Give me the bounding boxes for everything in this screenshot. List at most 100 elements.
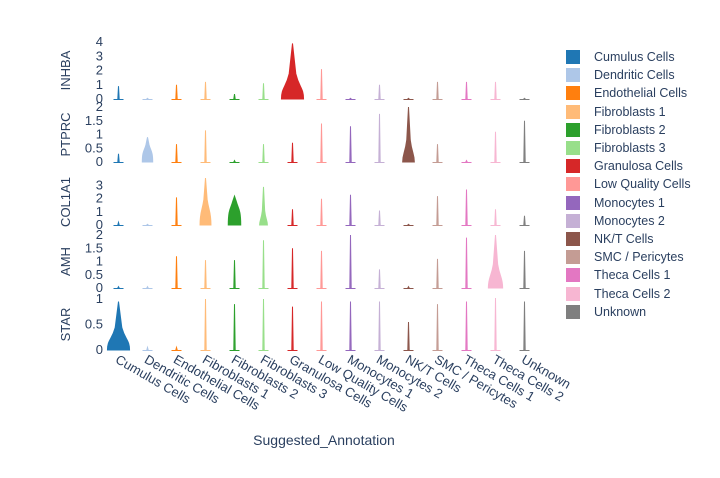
violin-ptprc-9[interactable]: [378, 113, 381, 163]
legend-item[interactable]: Dendritic Cells: [566, 66, 691, 84]
violin-col1a1-5[interactable]: [259, 186, 268, 226]
violin-amh-8[interactable]: [349, 234, 352, 289]
violin-star-11[interactable]: [436, 304, 439, 351]
violin-star-9[interactable]: [378, 301, 381, 351]
legend-item[interactable]: Fibroblasts 3: [566, 139, 691, 157]
violin-amh-4[interactable]: [233, 260, 236, 289]
violin-amh-13[interactable]: [487, 234, 504, 289]
violin-ptprc-3[interactable]: [204, 130, 207, 163]
violin-inhba-12[interactable]: [465, 81, 468, 100]
violin-inhba-0[interactable]: [117, 86, 120, 100]
violin-ptprc-2[interactable]: [175, 144, 178, 163]
violin-inhba-11[interactable]: [436, 81, 439, 100]
violin-inhba-7[interactable]: [320, 69, 323, 100]
y-tick-label: 3: [96, 48, 103, 63]
violin-ptprc-4[interactable]: [232, 159, 237, 163]
violin-ptprc-8[interactable]: [349, 126, 352, 163]
violin-ptprc-11[interactable]: [436, 144, 439, 163]
violin-star-14[interactable]: [523, 301, 526, 351]
legend-item[interactable]: Low Quality Cells: [566, 175, 691, 193]
violin-inhba-3[interactable]: [204, 81, 207, 100]
violin-amh-2[interactable]: [175, 256, 178, 289]
violin-star-7[interactable]: [320, 301, 323, 351]
violin-inhba-5[interactable]: [262, 83, 265, 100]
y-tick-label: 2: [96, 99, 103, 114]
legend-label: Endothelial Cells: [594, 86, 688, 101]
y-tick-label: 0: [96, 91, 103, 106]
violin-amh-12[interactable]: [465, 237, 468, 289]
violin-col1a1-1[interactable]: [145, 223, 150, 226]
violin-inhba-1[interactable]: [145, 97, 150, 100]
violin-col1a1-12[interactable]: [465, 189, 468, 226]
violin-star-0[interactable]: [106, 301, 131, 351]
violin-star-8[interactable]: [349, 301, 352, 351]
y-tick-label: 0.5: [85, 140, 103, 155]
violin-ptprc-6[interactable]: [291, 142, 294, 163]
legend-item[interactable]: Monocytes 1: [566, 194, 691, 212]
legend-item[interactable]: Fibroblasts 1: [566, 103, 691, 121]
violin-ptprc-7[interactable]: [320, 123, 323, 163]
violin-ptprc-1[interactable]: [141, 137, 154, 163]
violin-star-5[interactable]: [262, 298, 265, 351]
violin-star-2[interactable]: [175, 345, 178, 351]
violin-amh-0[interactable]: [116, 285, 121, 289]
violin-col1a1-8[interactable]: [349, 194, 352, 226]
legend-swatch: [566, 141, 580, 156]
violin-amh-3[interactable]: [204, 260, 207, 289]
legend-item[interactable]: Theca Cells 2: [566, 284, 691, 302]
violin-col1a1-4[interactable]: [227, 194, 242, 226]
violin-star-4[interactable]: [233, 304, 236, 351]
gene-label: STAR: [58, 308, 73, 342]
violin-ptprc-10[interactable]: [402, 106, 415, 163]
violin-ptprc-5[interactable]: [262, 144, 265, 163]
legend-item[interactable]: Granulosa Cells: [566, 157, 691, 175]
violin-inhba-10[interactable]: [406, 97, 411, 100]
violin-star-10[interactable]: [407, 321, 410, 351]
violin-col1a1-2[interactable]: [175, 197, 178, 226]
legend-item[interactable]: Endothelial Cells: [566, 84, 691, 102]
violin-col1a1-14[interactable]: [523, 215, 526, 226]
violin-inhba-4[interactable]: [233, 93, 236, 100]
legend-label: Cumulus Cells: [594, 50, 675, 65]
violin-col1a1-6[interactable]: [291, 209, 294, 226]
violin-star-13[interactable]: [494, 297, 497, 351]
legend[interactable]: Cumulus Cells Dendritic Cells Endothelial …: [566, 48, 691, 321]
violin-star-1[interactable]: [146, 345, 149, 351]
legend-item[interactable]: NK/T Cells: [566, 230, 691, 248]
violin-col1a1-11[interactable]: [436, 196, 439, 226]
legend-item[interactable]: Theca Cells 1: [566, 266, 691, 284]
legend-item[interactable]: Unknown: [566, 303, 691, 321]
violin-col1a1-9[interactable]: [378, 210, 381, 226]
violin-col1a1-7[interactable]: [320, 198, 323, 226]
legend-item[interactable]: SMC / Pericytes: [566, 248, 691, 266]
legend-item[interactable]: Monocytes 2: [566, 212, 691, 230]
violin-col1a1-3[interactable]: [199, 178, 212, 226]
violin-amh-10[interactable]: [406, 285, 411, 289]
violin-amh-11[interactable]: [436, 258, 439, 289]
violin-ptprc-12[interactable]: [464, 159, 469, 163]
violin-col1a1-13[interactable]: [494, 209, 497, 226]
violin-ptprc-13[interactable]: [494, 131, 497, 163]
violin-ptprc-14[interactable]: [523, 120, 526, 163]
violin-col1a1-0[interactable]: [117, 220, 120, 226]
violin-inhba-2[interactable]: [175, 84, 178, 100]
violin-star-6[interactable]: [291, 306, 294, 351]
violin-amh-7[interactable]: [320, 250, 323, 289]
violin-amh-9[interactable]: [378, 269, 381, 289]
violin-star-3[interactable]: [204, 298, 207, 351]
violin-inhba-13[interactable]: [494, 81, 497, 100]
violin-ptprc-0[interactable]: [117, 153, 120, 163]
gene-label: INHBA: [58, 50, 73, 90]
violin-inhba-8[interactable]: [348, 97, 353, 100]
legend-item[interactable]: Cumulus Cells: [566, 48, 691, 66]
violin-star-12[interactable]: [465, 301, 468, 351]
violin-inhba-9[interactable]: [378, 84, 381, 100]
violin-inhba-6[interactable]: [280, 43, 305, 100]
violin-inhba-14[interactable]: [522, 97, 527, 100]
legend-item[interactable]: Fibroblasts 2: [566, 121, 691, 139]
violin-amh-6[interactable]: [291, 248, 294, 289]
violin-amh-14[interactable]: [523, 250, 526, 289]
violin-col1a1-10[interactable]: [406, 223, 411, 226]
violin-amh-1[interactable]: [145, 285, 150, 289]
violin-amh-5[interactable]: [262, 240, 265, 289]
